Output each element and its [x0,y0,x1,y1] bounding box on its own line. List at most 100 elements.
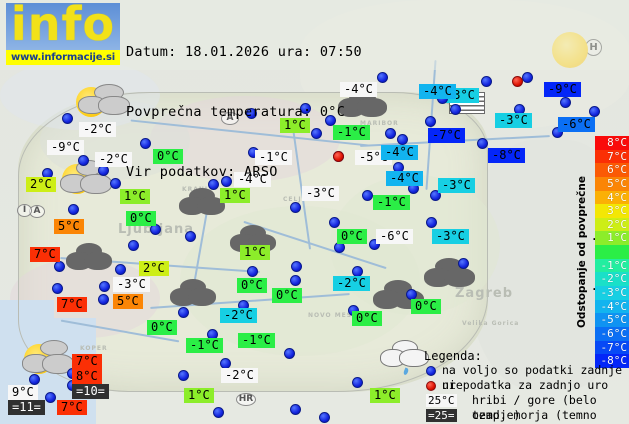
station-dot[interactable] [430,190,441,201]
station-dot[interactable] [178,307,189,318]
station-dot[interactable] [352,377,363,388]
country-code-marker: I [17,204,32,217]
station-dot[interactable] [477,138,488,149]
station-dot[interactable] [425,116,436,127]
data-available-dot-icon [426,366,436,376]
city-label: CELJE [283,196,307,203]
station-dot[interactable] [369,239,380,250]
station-dot[interactable] [178,370,189,381]
header-info-block: Datum: 18.01.2026 ura: 07:50 Povprečna t… [126,2,362,222]
sea-temp-swatch: =25= [426,409,457,422]
temperature-label: 1°C [220,188,250,203]
cloud-icon-dark-w [66,243,114,271]
no-data-dot-icon [426,381,436,391]
station-dot[interactable] [362,190,373,201]
station-dot[interactable] [99,281,110,292]
scale-title: Odstopanje od povprečne temperature: [576,176,604,328]
temperature-label: -9°C [544,82,581,97]
station-dot[interactable] [325,115,336,126]
station-dot[interactable] [208,179,219,190]
station-dot[interactable] [311,128,322,139]
temperature-label: 0°C [411,299,441,314]
temperature-label: -2°C [333,276,370,291]
temperature-label: 0°C [126,211,156,226]
station-dot[interactable] [552,127,563,138]
scale-row: -6°C [595,326,629,341]
temperature-label: -1°C [186,338,223,353]
station-dot[interactable] [290,404,301,415]
temperature-label: -9°C [47,140,84,155]
station-dot[interactable] [247,266,258,277]
station-dot[interactable] [98,294,109,305]
station-dot[interactable] [560,97,571,108]
station-dot[interactable] [291,261,302,272]
legend-row-label: ni podatka za zadnjo uro [442,378,609,392]
station-dot[interactable] [62,113,73,124]
station-dot[interactable] [213,407,224,418]
scale-row: -5°C [595,313,629,327]
temperature-label: 5°C [54,219,84,234]
header-avg-temp-line: Povprečna temperatura: 0°C [126,104,346,120]
station-dot[interactable] [140,138,151,149]
station-dot[interactable] [221,176,232,187]
temperature-label: -8°C [488,148,525,163]
station-dot[interactable] [290,275,301,286]
station-dot[interactable] [397,134,408,145]
temperature-label: -7°C [428,128,465,143]
station-dot[interactable] [54,261,65,272]
temperature-label: -1°C [373,195,410,210]
station-dot[interactable] [319,412,330,423]
cloud-icon-dark-c [179,188,227,216]
station-dot[interactable] [522,72,533,83]
station-dot[interactable] [78,155,89,166]
station-dot[interactable] [290,202,301,213]
cloud-icon-dark-e [170,279,218,307]
station-dot[interactable] [300,103,311,114]
legend-row: na voljo so podatki zadnje ure [424,363,629,392]
country-code-marker: HR [236,393,256,406]
station-dot[interactable] [45,392,56,403]
temperature-label: -3°C [302,186,339,201]
scale-row: -2°C [595,272,629,287]
sun-cloud-icon-sw [18,340,80,384]
legend-row: ni podatka za zadnjo uro [424,378,629,393]
scale-row: -3°C [595,286,629,300]
temperature-label: 7°C [30,247,60,262]
temperature-label: 9°C [8,385,38,400]
rain-cloud-icon [380,340,432,378]
temperature-label: 5°C [113,294,143,309]
station-dot[interactable] [115,264,126,275]
sea-temperature-label: =10= [72,384,109,399]
station-dot[interactable] [385,128,396,139]
legend-row: 25°C hribi / gore (belo ozadje) [424,393,629,422]
station-dot[interactable] [52,283,63,294]
station-dot[interactable] [185,231,196,242]
header-source-line: Vir podatkov: ARSO [126,164,278,180]
station-dot[interactable] [458,258,469,269]
station-dot-no-data[interactable] [333,151,344,162]
station-dot[interactable] [110,178,121,189]
temperature-label: -3°C [113,277,150,292]
scale-row: -7°C [595,340,629,355]
station-dot[interactable] [246,108,257,119]
station-dot[interactable] [426,217,437,228]
station-dot[interactable] [377,72,388,83]
scale-row: -8°C [595,354,629,368]
temperature-label: 7°C [57,297,87,312]
station-dot[interactable] [128,240,139,251]
station-dot[interactable] [450,104,461,115]
station-dot[interactable] [589,106,600,117]
scale-row [595,245,629,259]
station-dot[interactable] [284,348,295,359]
station-dot[interactable] [329,217,340,228]
logo-text: info [10,3,116,51]
scale-row: 3°C [595,204,629,218]
station-dot[interactable] [29,374,40,385]
station-dot-no-data[interactable] [512,76,523,87]
station-dot[interactable] [481,76,492,87]
temperature-label: 0°C [147,320,177,335]
city-label: Velika Gorica [462,320,520,327]
site-logo[interactable]: info www.informacije.si [6,3,120,65]
station-dot[interactable] [68,204,79,215]
temperature-scale: Odstopanje od povprečne temperature: 8°C… [574,136,629,368]
